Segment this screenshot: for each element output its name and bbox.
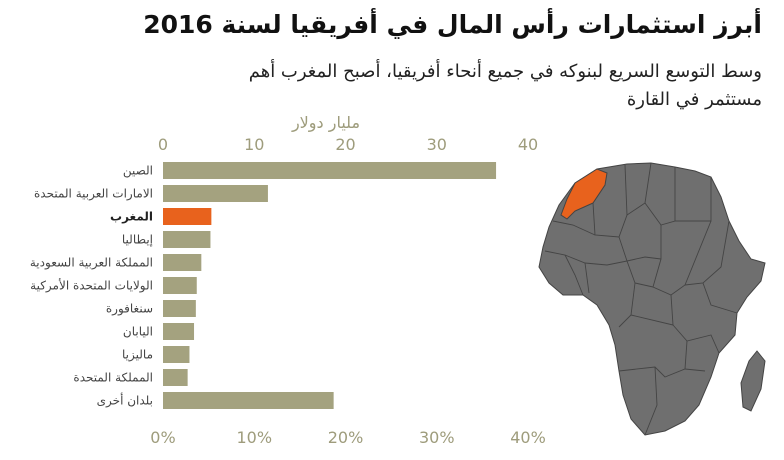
morocco-highlight — [560, 168, 608, 220]
chart-subtitle: وسط التوسع السريع لبنوكه في جميع أنحاء أ… — [248, 61, 762, 110]
x-tick-bottom-label: 40% — [510, 428, 546, 447]
bar — [163, 185, 268, 202]
category-label: الصين — [123, 164, 153, 179]
x-axis-label: مليار دولار — [291, 113, 360, 133]
bar — [163, 346, 190, 363]
x-tick-top-label: 30 — [427, 135, 447, 154]
africa-map-icon — [538, 162, 766, 436]
chart-title: أبرز استثمارات رأس المال في أفريقيا لسنة… — [143, 10, 762, 39]
category-label: ماليزيا — [122, 348, 153, 363]
category-label: بلدان أخرى — [97, 393, 153, 409]
x-tick-bottom-label: 30% — [419, 428, 455, 447]
bar — [163, 208, 212, 225]
bar — [163, 162, 497, 179]
category-label: المغرب — [110, 210, 153, 224]
bar — [163, 392, 334, 409]
category-label: الامارات العربية المتحدة — [34, 187, 153, 202]
bar-chart: مليار دولار 0 0% 10 10% 20 20% 30 30% 40 40% الصين… — [30, 113, 546, 447]
bar — [163, 254, 202, 271]
bar — [163, 323, 195, 340]
x-tick-bottom-label: 20% — [328, 428, 364, 447]
category-label: المملكة العربية السعودية — [30, 256, 153, 271]
bar — [163, 231, 211, 248]
x-tick-top-label: 10 — [244, 135, 264, 154]
x-tick-bottom-label: 10% — [236, 428, 272, 447]
bar — [163, 369, 188, 386]
category-label: المملكة المتحدة — [73, 371, 153, 385]
category-label: الولايات المتحدة الأمركية — [30, 278, 153, 294]
category-label: اليابان — [123, 325, 153, 339]
x-tick-top-label: 20 — [335, 135, 355, 154]
bar — [163, 300, 196, 317]
x-tick-top-label: 0 — [158, 135, 168, 154]
category-label: سنغافورة — [106, 302, 153, 317]
category-label: إيطاليا — [122, 233, 153, 247]
bar — [163, 277, 197, 294]
x-tick-bottom-label: 0% — [150, 428, 175, 447]
x-tick-top-label: 40 — [518, 135, 538, 154]
